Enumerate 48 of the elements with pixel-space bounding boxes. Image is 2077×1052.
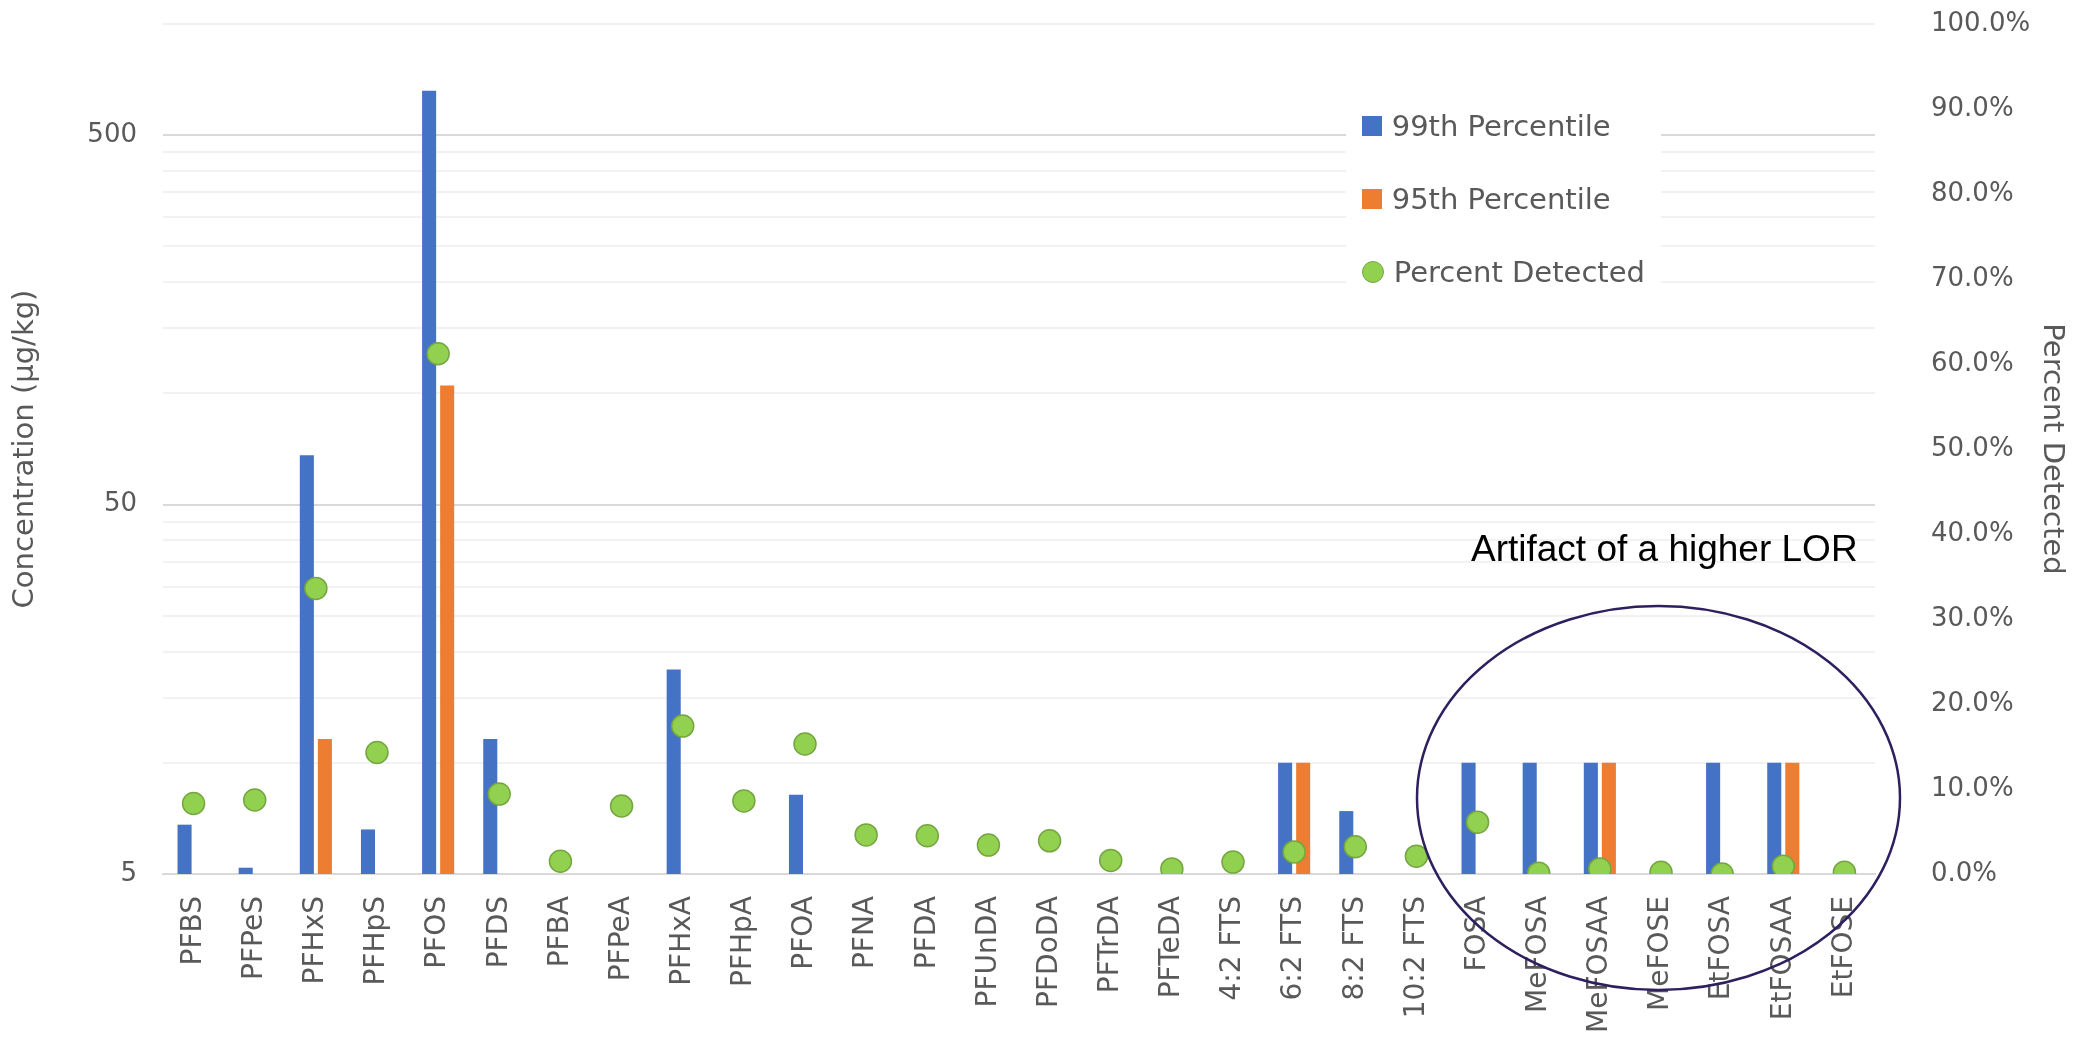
x-tick-label: PFOA [786,896,820,970]
x-tick-label: EtFOSA [1703,896,1737,1001]
x-tick-label: MeFOSE [1642,896,1676,1011]
x-tick-label: MeFOSAA [1581,896,1615,1033]
x-tick-label: PFPeS [236,896,269,980]
x-tick-label: PFUnDA [969,896,1003,1008]
x-tick-label: PFHpA [725,896,759,987]
x-tick-label: 6:2 FTS [1275,896,1309,1001]
x-tick-label: PFHxA [664,896,697,986]
x-tick-label: PFNA [847,896,881,970]
x-tick-label: PFDoDA [1030,896,1064,1008]
x-tick-label: PFBA [541,896,575,968]
y2-tick-label: 70.0% [1931,261,2014,292]
x-tick-label: PFTeDA [1153,896,1187,999]
y2-tick-label: 50.0% [1931,431,2014,462]
x-tick-label: EtFOSAA [1764,896,1798,1021]
x-tick-label: PFPeA [602,896,636,982]
y2-tick-label: 0.0% [1931,856,1998,887]
x-tick-label: PFDA [908,896,942,970]
y2-tick-label: 30.0% [1931,601,2014,632]
y-tick-label: 500 [87,117,137,148]
legend-label: 99th Percentile [1391,108,1611,143]
x-tick-label: 4:2 FTS [1214,896,1248,1001]
x-tick-label: EtFOSE [1825,896,1859,999]
x-tick-label: PFHxS [297,896,331,985]
legend-label: 95th Percentile [1391,181,1611,216]
y-axis-title: Concentration (µg/kg) [5,289,40,609]
x-tick-label: FOSA [1458,896,1492,972]
x-tick-label: PFTrDA [1092,896,1125,994]
x-tick-label: 10:2 FTS [1397,896,1431,1019]
legend-label: Percent Detected [1393,254,1645,289]
x-tick-label: 8:2 FTS [1336,896,1370,1001]
y2-tick-label: 80.0% [1931,176,2014,207]
y2-tick-label: 100.0% [1931,6,2031,37]
y2-tick-label: 40.0% [1931,516,2014,547]
y2-axis-title: Percent Detected [2037,323,2072,575]
x-tick-label: PFDS [480,896,514,969]
y-tick-label: 5 [120,856,137,887]
y2-tick-label: 10.0% [1931,771,2014,802]
y-tick-label: 50 [103,487,137,518]
x-tick-label: MeFOSA [1520,896,1553,1013]
x-tick-label: PFOS [419,896,453,969]
x-tick-label: PFBS [174,896,208,966]
annotation: Artifact of a higher LOR [1471,528,1858,571]
y2-tick-label: 60.0% [1931,346,2014,377]
y2-tick-label: 90.0% [1931,91,2014,122]
x-tick-label: PFHpS [358,896,392,986]
y2-tick-label: 20.0% [1931,686,2014,717]
